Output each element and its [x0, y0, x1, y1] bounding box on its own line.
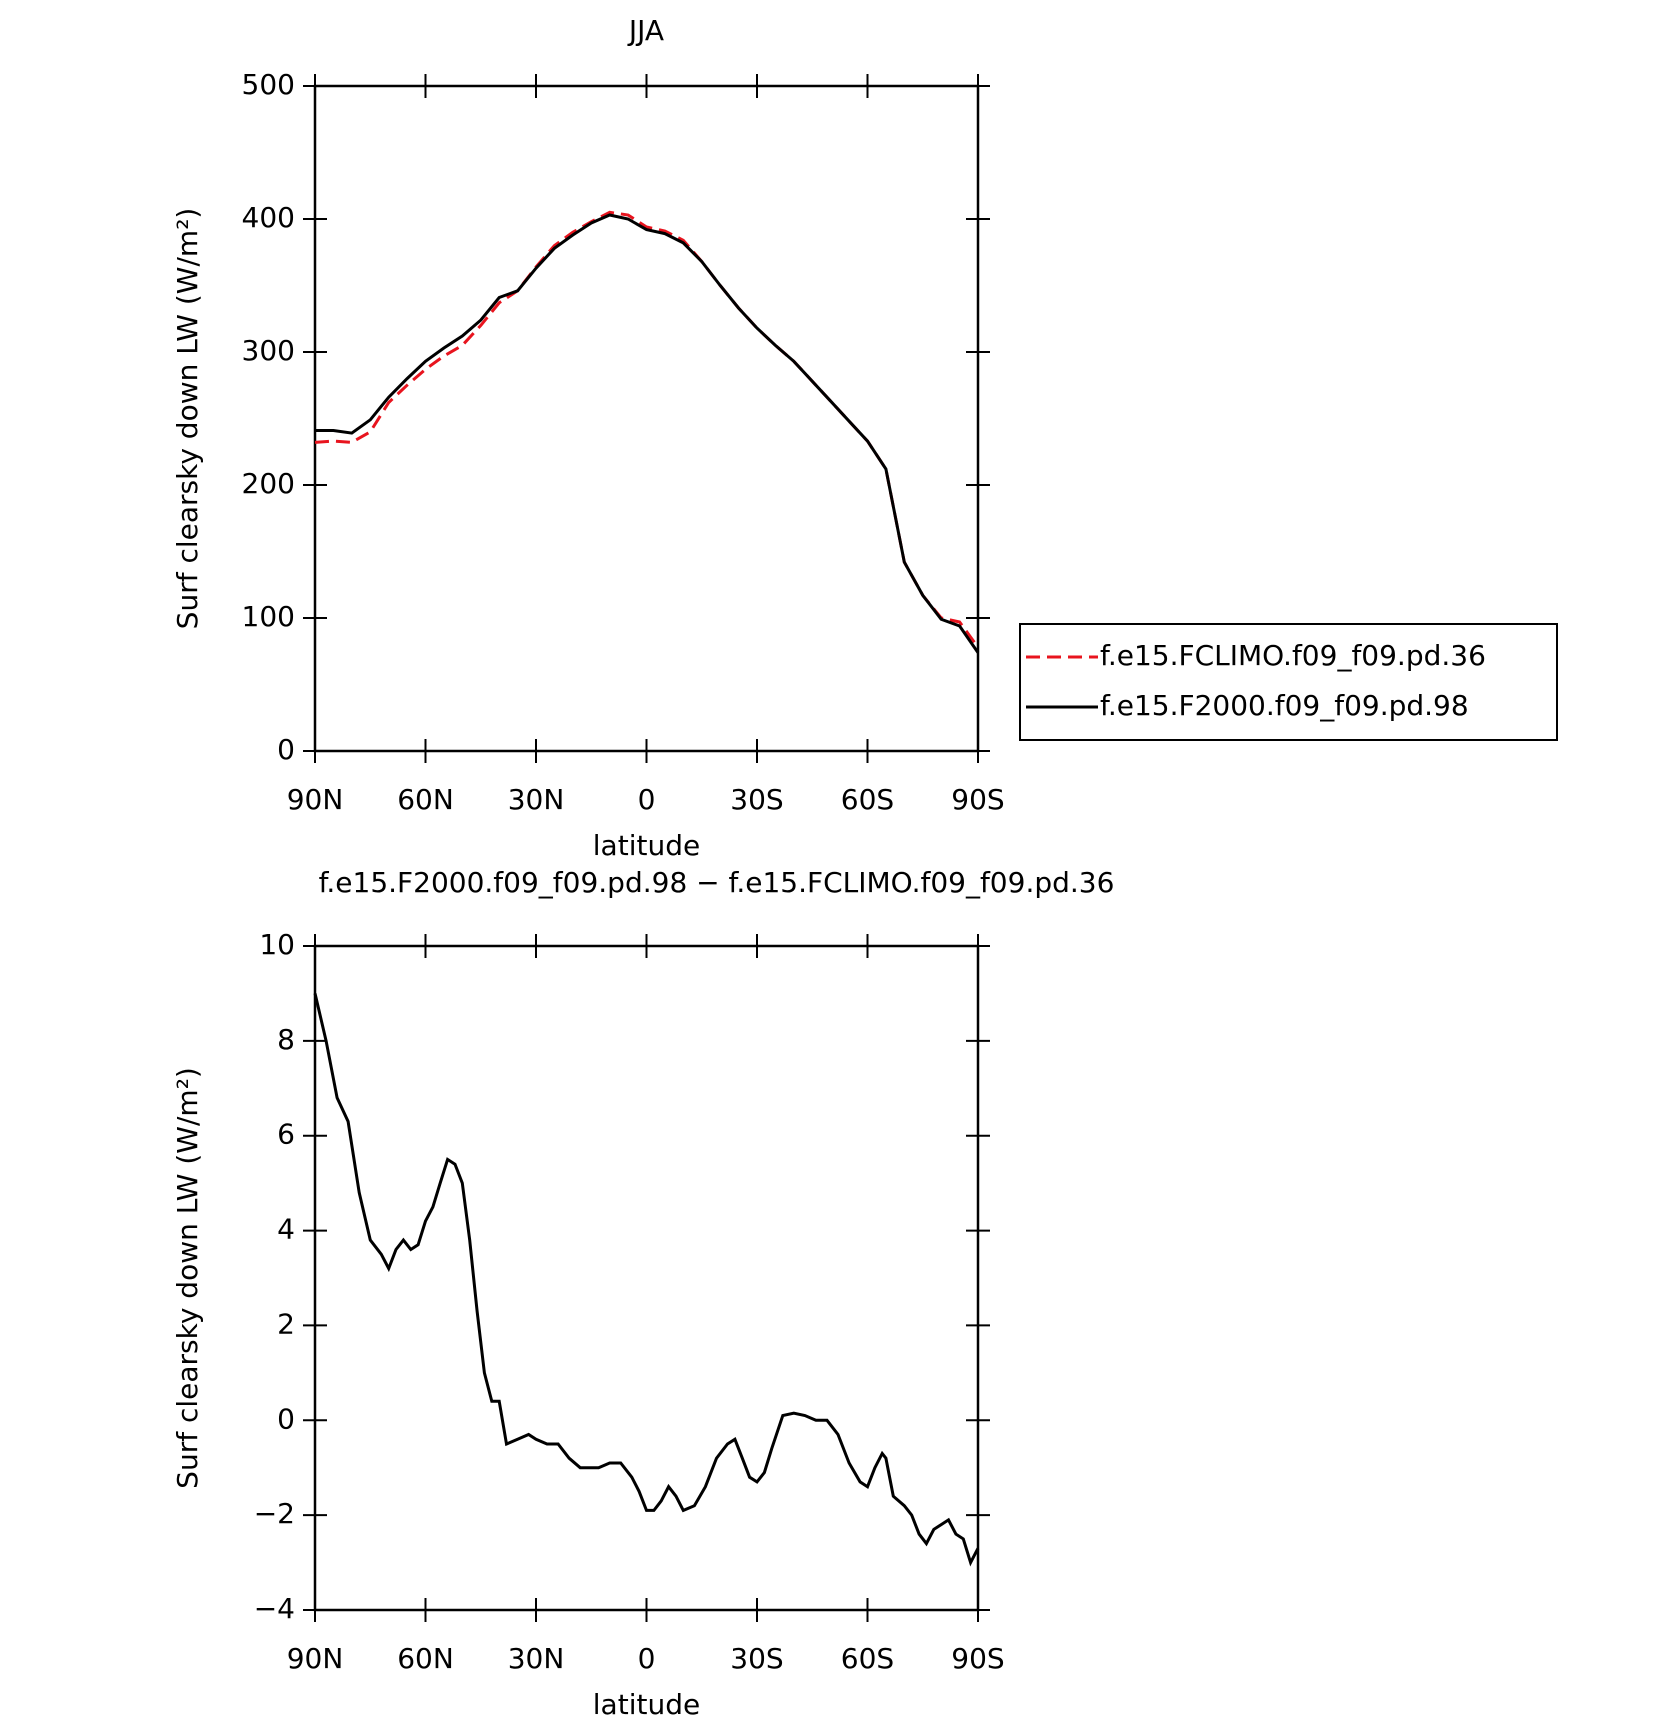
- x-tick-label: 60N: [397, 1642, 454, 1675]
- y-tick-label: 500: [242, 68, 295, 101]
- y-axis-label: Surf clearsky down LW (W/m²): [171, 208, 204, 630]
- x-tick-label: 90N: [287, 783, 344, 816]
- y-tick-label: 0: [277, 1402, 295, 1435]
- x-axis-label: latitude: [593, 829, 700, 862]
- y-tick-label: 10: [259, 928, 295, 961]
- x-axis-label: latitude: [593, 1688, 700, 1719]
- x-tick-label: 90N: [287, 1642, 344, 1675]
- y-tick-label: 200: [242, 467, 295, 500]
- y-tick-label: 100: [242, 600, 295, 633]
- x-tick-label: 30N: [508, 1642, 565, 1675]
- x-tick-label: 0: [638, 1642, 656, 1675]
- x-tick-label: 60S: [841, 1642, 894, 1675]
- chart-title: JJA: [627, 14, 664, 47]
- y-tick-label: 4: [277, 1213, 295, 1246]
- y-tick-label: 2: [277, 1307, 295, 1340]
- x-tick-label: 30N: [508, 783, 565, 816]
- legend-label: f.e15.FCLIMO.f09_f09.pd.36: [1100, 639, 1486, 672]
- y-tick-label: 300: [242, 334, 295, 367]
- x-tick-label: 90S: [951, 783, 1004, 816]
- data-line: [313, 993, 980, 1567]
- x-tick-label: 30S: [730, 1642, 783, 1675]
- x-tick-label: 30S: [730, 783, 783, 816]
- y-tick-label: −4: [254, 1592, 295, 1625]
- y-tick-label: −2: [254, 1497, 295, 1530]
- x-tick-label: 90S: [951, 1642, 1004, 1675]
- y-tick-label: 400: [242, 201, 295, 234]
- y-axis-label: Surf clearsky down LW (W/m²): [171, 1067, 204, 1489]
- data-line: [314, 210, 980, 649]
- plot-frame: [313, 84, 980, 753]
- legend-box: [1019, 623, 1558, 741]
- y-tick-label: 8: [277, 1023, 295, 1056]
- legend-label: f.e15.F2000.f09_f09.pd.98: [1100, 689, 1469, 722]
- data-line: [315, 213, 980, 654]
- x-tick-label: 60N: [397, 783, 454, 816]
- x-tick-label: 0: [638, 783, 656, 816]
- x-tick-label: 60S: [841, 783, 894, 816]
- y-tick-label: 6: [277, 1118, 295, 1151]
- chart-title: f.e15.F2000.f09_f09.pd.98 − f.e15.FCLIMO…: [319, 866, 1115, 899]
- y-tick-label: 0: [277, 733, 295, 766]
